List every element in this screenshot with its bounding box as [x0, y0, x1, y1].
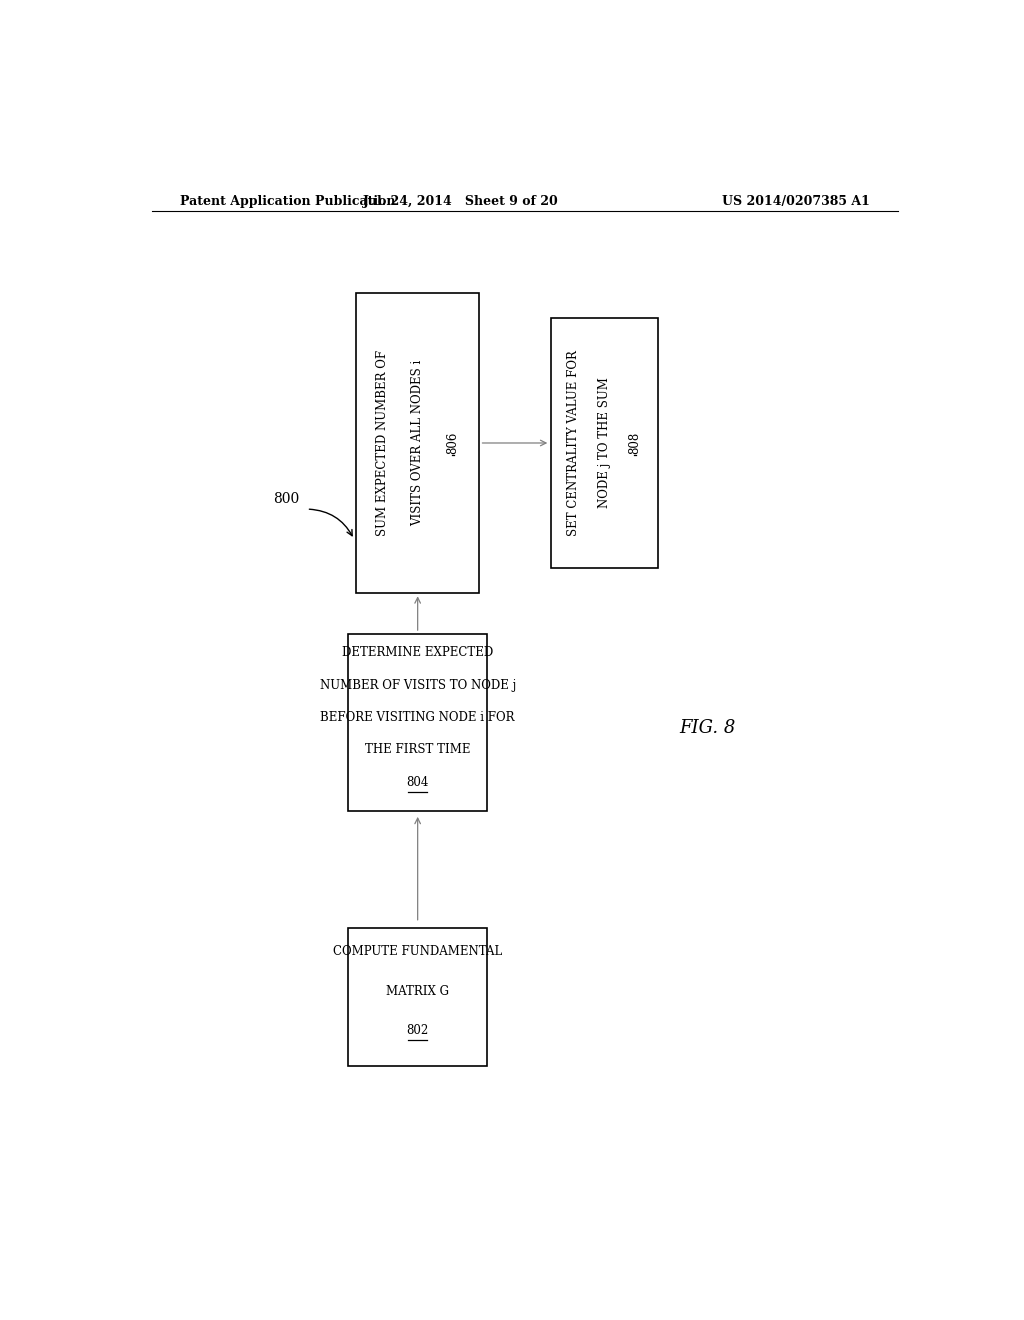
Bar	[348, 928, 487, 1065]
Text: US 2014/0207385 A1: US 2014/0207385 A1	[722, 194, 870, 207]
Text: SUM EXPECTED NUMBER OF: SUM EXPECTED NUMBER OF	[376, 350, 389, 536]
Text: SET CENTRALITY VALUE FOR: SET CENTRALITY VALUE FOR	[567, 350, 580, 536]
Text: THE FIRST TIME: THE FIRST TIME	[365, 743, 470, 756]
Text: NUMBER OF VISITS TO NODE j: NUMBER OF VISITS TO NODE j	[319, 678, 516, 692]
Text: FIG. 8: FIG. 8	[679, 718, 735, 737]
Text: Patent Application Publication: Patent Application Publication	[179, 194, 395, 207]
Text: DETERMINE EXPECTED: DETERMINE EXPECTED	[342, 647, 494, 660]
Text: 804: 804	[407, 776, 429, 789]
Text: 806: 806	[446, 432, 460, 454]
Text: 800: 800	[273, 492, 300, 506]
Text: 802: 802	[407, 1024, 429, 1036]
Text: COMPUTE FUNDAMENTAL: COMPUTE FUNDAMENTAL	[333, 945, 503, 958]
Text: MATRIX G: MATRIX G	[386, 985, 450, 998]
Text: BEFORE VISITING NODE i FOR: BEFORE VISITING NODE i FOR	[321, 711, 515, 725]
Bar	[356, 293, 479, 593]
Text: VISITS OVER ALL NODES i: VISITS OVER ALL NODES i	[412, 360, 424, 527]
Text: NODE j TO THE SUM: NODE j TO THE SUM	[598, 378, 610, 508]
Bar	[348, 634, 487, 812]
Bar	[551, 318, 657, 568]
Text: 808: 808	[629, 432, 641, 454]
Text: Jul. 24, 2014   Sheet 9 of 20: Jul. 24, 2014 Sheet 9 of 20	[364, 194, 559, 207]
